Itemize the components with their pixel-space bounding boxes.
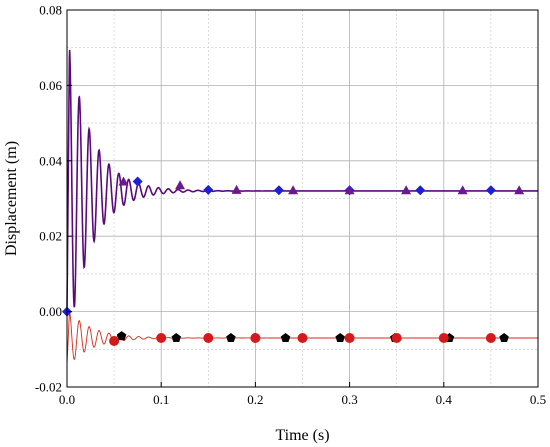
x-tick-label: 0.1 bbox=[153, 392, 169, 407]
y-tick-label: 0.08 bbox=[39, 3, 62, 18]
triangle-marker bbox=[175, 180, 186, 190]
pentagon-marker bbox=[280, 332, 291, 343]
y-tick-label: 0.00 bbox=[39, 304, 62, 319]
y-tick-label: 0.06 bbox=[39, 78, 62, 93]
x-tick-label: 0.0 bbox=[59, 392, 75, 407]
pentagon-marker bbox=[499, 332, 509, 343]
markers bbox=[62, 176, 525, 347]
diamond-marker bbox=[203, 184, 214, 195]
grid bbox=[66, 9, 539, 388]
x-tick-label: 0.5 bbox=[530, 392, 546, 407]
pentagon-marker bbox=[335, 332, 345, 343]
y-tick-label: -0.02 bbox=[35, 380, 62, 395]
triangle-marker bbox=[118, 176, 129, 186]
diamond-marker bbox=[415, 185, 426, 196]
triangle-marker bbox=[514, 185, 525, 195]
triangle-marker bbox=[401, 185, 412, 195]
circle-marker bbox=[485, 332, 496, 343]
triangle-marker bbox=[288, 185, 299, 195]
diamond-marker bbox=[132, 176, 143, 187]
diamond-marker bbox=[485, 185, 496, 196]
circle-marker bbox=[438, 332, 449, 343]
y-axis-title: Displacement (m) bbox=[3, 141, 20, 256]
pentagon-marker bbox=[116, 331, 127, 341]
circle-marker bbox=[250, 332, 261, 343]
triangle-marker bbox=[231, 184, 242, 194]
x-tick-label: 0.2 bbox=[247, 392, 263, 407]
circle-marker bbox=[203, 332, 214, 343]
triangle-marker bbox=[457, 185, 468, 195]
x-tick-label: 0.4 bbox=[436, 392, 453, 407]
circle-marker bbox=[344, 332, 355, 343]
diamond-marker bbox=[273, 185, 284, 196]
circle-marker bbox=[156, 332, 167, 343]
y-tick-label: 0.04 bbox=[39, 153, 62, 168]
y-tick-label: 0.02 bbox=[39, 229, 62, 244]
ticks: 0.0 0.1 0.2 0.3 0.4 0.5 -0.02 0.00 0.02 0.04 0.06 0… bbox=[35, 3, 546, 408]
circle-marker bbox=[391, 332, 402, 343]
pentagon-marker bbox=[226, 332, 236, 343]
circle-marker bbox=[109, 336, 120, 347]
x-tick-label: 0.3 bbox=[341, 392, 357, 407]
circle-marker bbox=[297, 332, 308, 343]
pentagon-marker bbox=[171, 332, 182, 343]
triangle-marker bbox=[344, 185, 355, 195]
x-axis-title: Time (s) bbox=[275, 427, 329, 444]
plot-frame bbox=[66, 9, 539, 388]
